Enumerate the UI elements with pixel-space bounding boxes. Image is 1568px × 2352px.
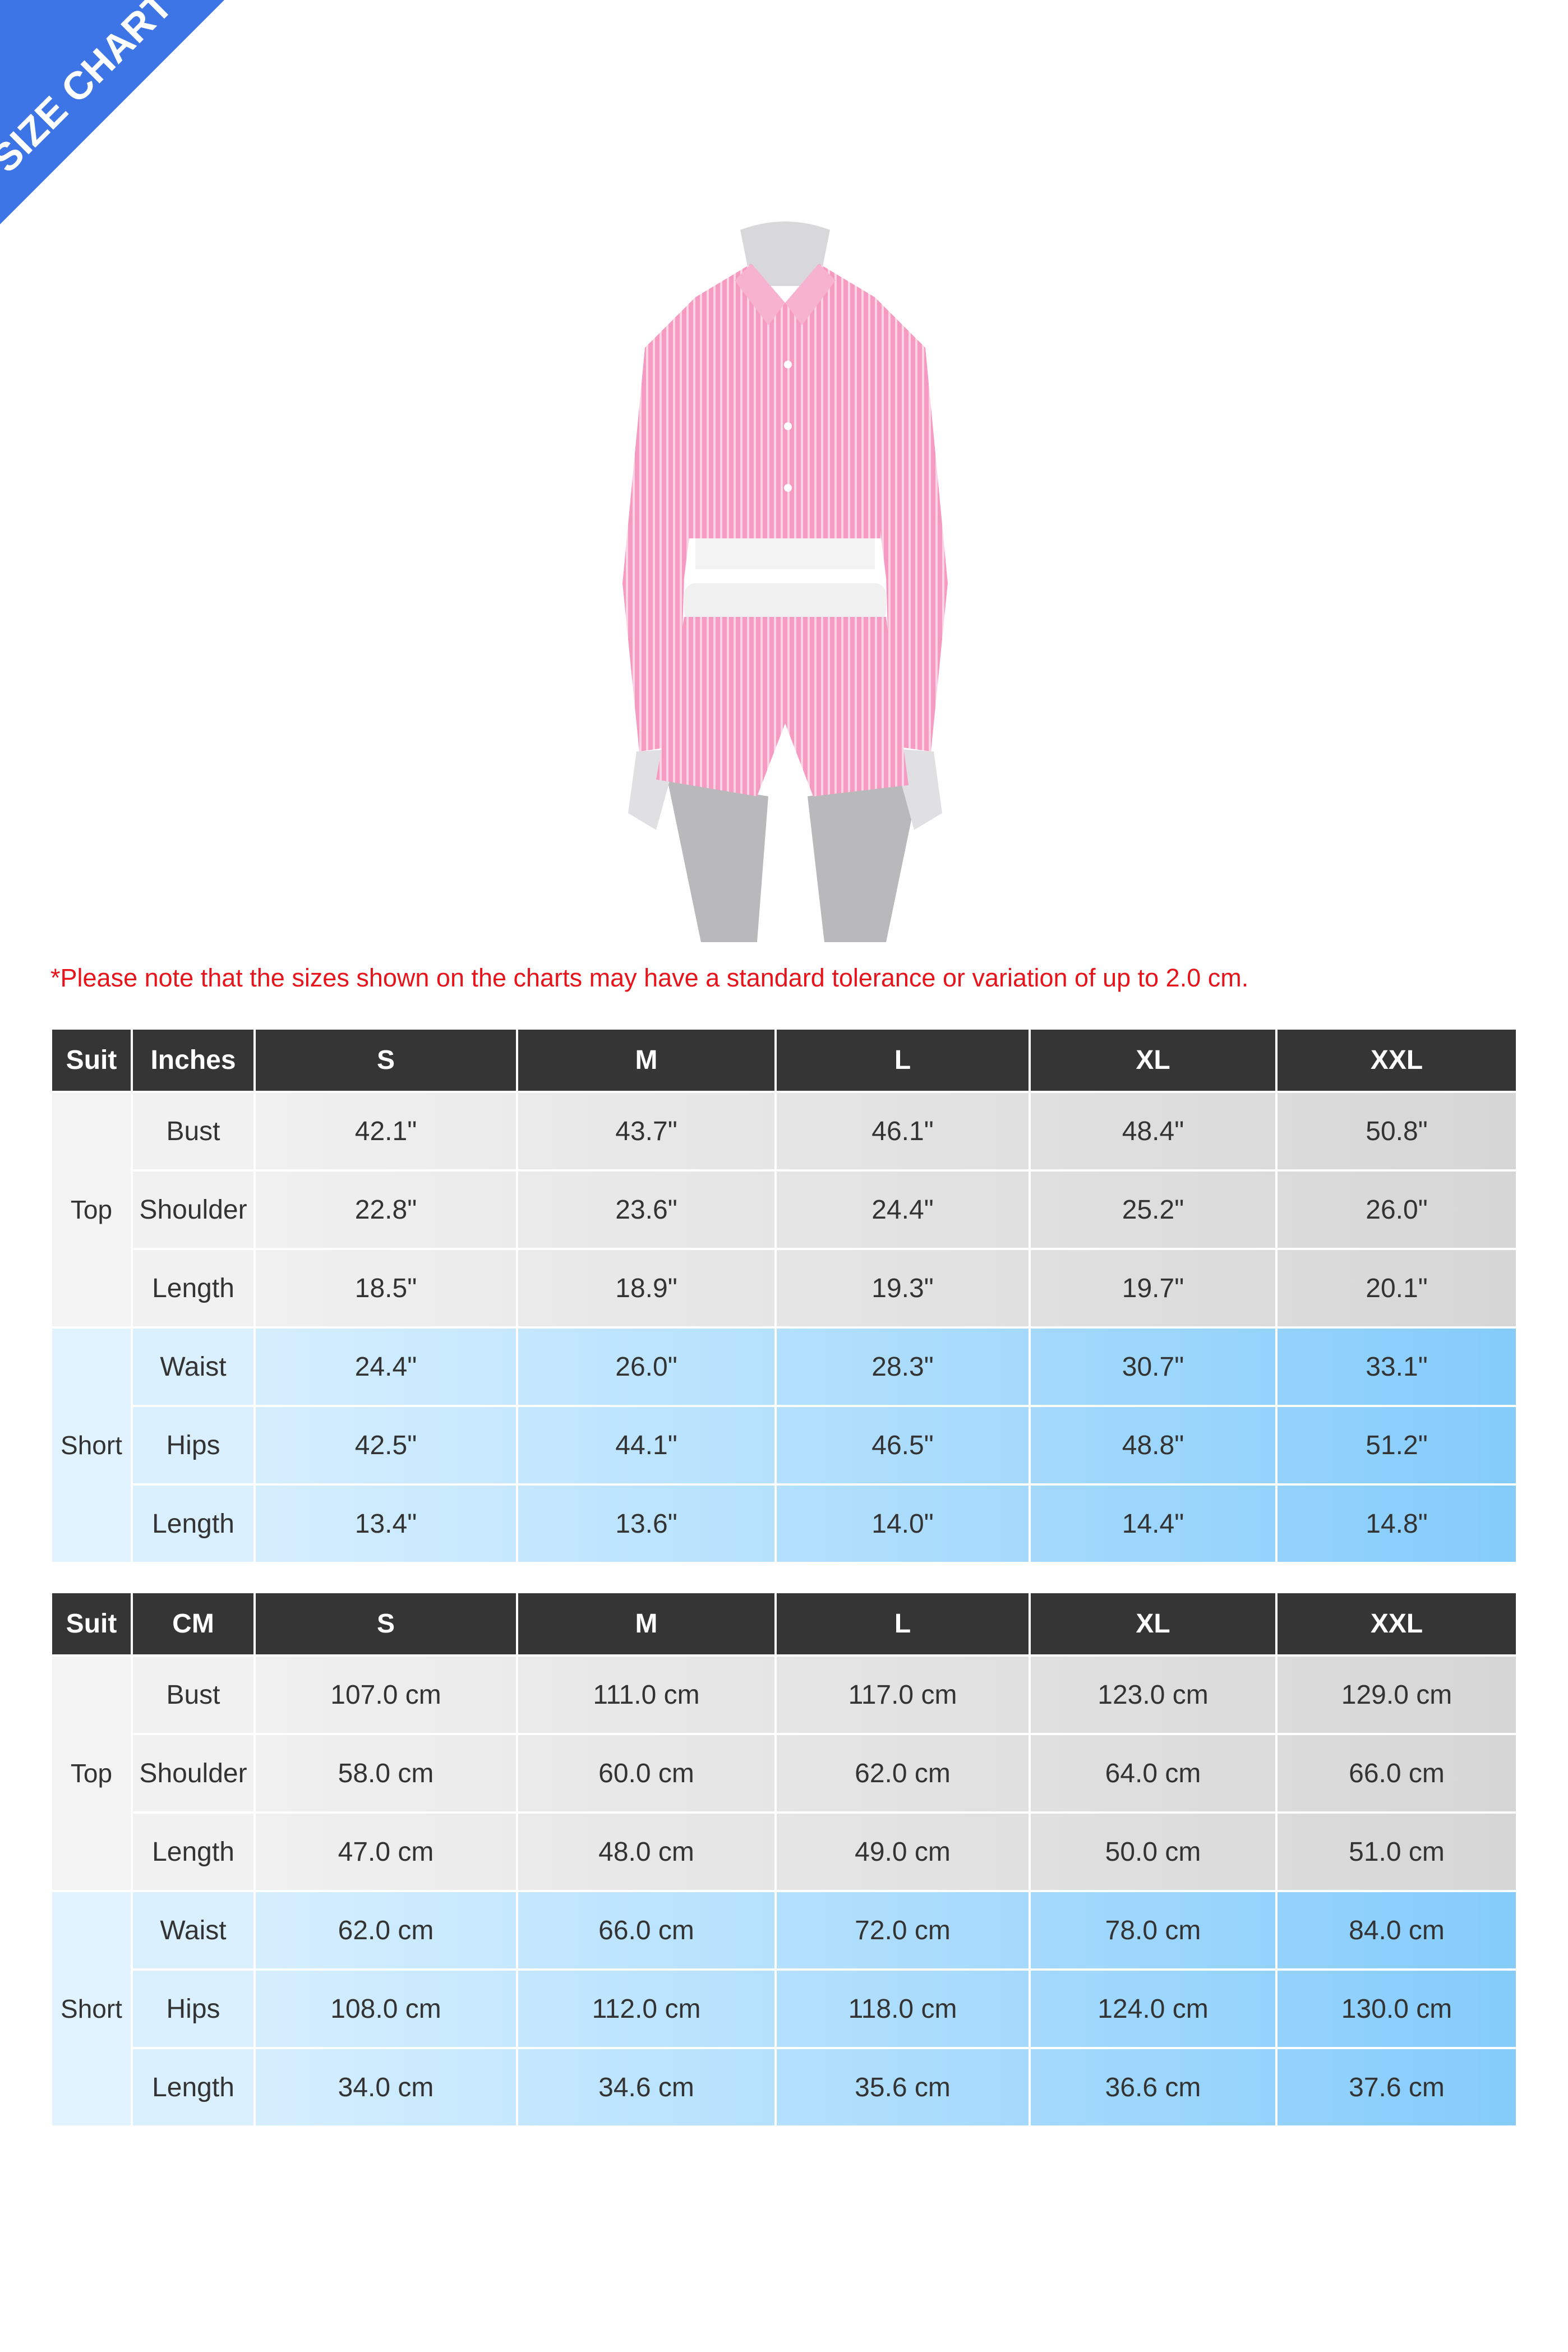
measurement-value: 47.0 cm (256, 1814, 516, 1890)
measurement-value: 129.0 cm (1278, 1657, 1516, 1733)
measurement-value: 62.0 cm (256, 1892, 516, 1968)
measurement-value: 48.8" (1031, 1407, 1275, 1483)
measurement-label: Shoulder (133, 1172, 253, 1248)
measurement-value: 18.5" (256, 1250, 516, 1326)
measurement-label: Length (133, 1250, 253, 1326)
column-header: S (256, 1030, 516, 1091)
measurement-value: 117.0 cm (777, 1657, 1029, 1733)
measurement-value: 130.0 cm (1278, 1971, 1516, 2047)
measurement-label: Waist (133, 1329, 253, 1405)
size-table-cm: Suit CM S M L XL XXL Top Bust 107.0 cm 111.0 cm 117… (52, 1593, 1516, 2125)
measurement-value: 13.6" (518, 1486, 774, 1562)
size-chart-banner: SIZE CHART (0, 0, 224, 224)
measurement-value: 22.8" (256, 1172, 516, 1248)
product-photo (622, 222, 948, 942)
measurement-value: 124.0 cm (1031, 1971, 1275, 2047)
measurement-value: 35.6 cm (777, 2049, 1029, 2125)
measurement-value: 34.0 cm (256, 2049, 516, 2125)
measurement-value: 49.0 cm (777, 1814, 1029, 1890)
measurement-value: 123.0 cm (1031, 1657, 1275, 1733)
measurement-value: 44.1" (518, 1407, 774, 1483)
measurement-value: 18.9" (518, 1250, 774, 1326)
column-header: Suit (52, 1593, 131, 1654)
measurement-value: 64.0 cm (1031, 1735, 1275, 1811)
column-header: XL (1031, 1030, 1275, 1091)
measurement-value: 51.2" (1278, 1407, 1516, 1483)
measurement-label: Waist (133, 1892, 253, 1968)
measurement-value: 72.0 cm (777, 1892, 1029, 1968)
column-header: M (518, 1030, 774, 1091)
measurement-value: 78.0 cm (1031, 1892, 1275, 1968)
measurement-value: 62.0 cm (777, 1735, 1029, 1811)
column-header: Inches (133, 1030, 253, 1091)
measurement-label: Shoulder (133, 1735, 253, 1811)
measurement-value: 13.4" (256, 1486, 516, 1562)
measurement-value: 58.0 cm (256, 1735, 516, 1811)
measurement-value: 14.4" (1031, 1486, 1275, 1562)
measurement-label: Hips (133, 1407, 253, 1483)
measurement-label: Hips (133, 1971, 253, 2047)
measurement-value: 107.0 cm (256, 1657, 516, 1733)
measurement-value: 50.8" (1278, 1093, 1516, 1169)
measurement-value: 42.5" (256, 1407, 516, 1483)
measurement-value: 28.3" (777, 1329, 1029, 1405)
group-label: Short (52, 1329, 131, 1562)
measurement-value: 23.6" (518, 1172, 774, 1248)
measurement-value: 37.6 cm (1278, 2049, 1516, 2125)
measurement-value: 24.4" (777, 1172, 1029, 1248)
column-header: CM (133, 1593, 253, 1654)
measurement-value: 26.0" (1278, 1172, 1516, 1248)
measurement-value: 43.7" (518, 1093, 774, 1169)
measurement-label: Bust (133, 1093, 253, 1169)
measurement-value: 84.0 cm (1278, 1892, 1516, 1968)
measurement-value: 36.6 cm (1031, 2049, 1275, 2125)
measurement-label: Bust (133, 1657, 253, 1733)
measurement-value: 19.3" (777, 1250, 1029, 1326)
measurement-value: 30.7" (1031, 1329, 1275, 1405)
measurement-label: Length (133, 2049, 253, 2125)
measurement-value: 25.2" (1031, 1172, 1275, 1248)
measurement-value: 51.0 cm (1278, 1814, 1516, 1890)
measurement-value: 112.0 cm (518, 1971, 774, 2047)
measurement-value: 26.0" (518, 1329, 774, 1405)
measurement-value: 48.0 cm (518, 1814, 774, 1890)
measurement-value: 66.0 cm (1278, 1735, 1516, 1811)
column-header: XL (1031, 1593, 1275, 1654)
measurement-value: 118.0 cm (777, 1971, 1029, 2047)
group-label: Top (52, 1657, 131, 1890)
measurement-value: 111.0 cm (518, 1657, 774, 1733)
measurement-value: 108.0 cm (256, 1971, 516, 2047)
measurement-value: 46.1" (777, 1093, 1029, 1169)
measurement-value: 14.8" (1278, 1486, 1516, 1562)
measurement-value: 14.0" (777, 1486, 1029, 1562)
measurement-value: 42.1" (256, 1093, 516, 1169)
column-header: M (518, 1593, 774, 1654)
tolerance-note: *Please note that the sizes shown on the… (50, 963, 1249, 992)
measurement-value: 48.4" (1031, 1093, 1275, 1169)
measurement-value: 60.0 cm (518, 1735, 774, 1811)
measurement-value: 46.5" (777, 1407, 1029, 1483)
column-header: XXL (1278, 1030, 1516, 1091)
measurement-label: Length (133, 1486, 253, 1562)
measurement-value: 66.0 cm (518, 1892, 774, 1968)
column-header: L (777, 1030, 1029, 1091)
column-header: Suit (52, 1030, 131, 1091)
group-label: Top (52, 1093, 131, 1326)
group-label: Short (52, 1892, 131, 2125)
measurement-value: 19.7" (1031, 1250, 1275, 1326)
column-header: XXL (1278, 1593, 1516, 1654)
measurement-value: 20.1" (1278, 1250, 1516, 1326)
measurement-value: 24.4" (256, 1329, 516, 1405)
column-header: S (256, 1593, 516, 1654)
measurement-value: 34.6 cm (518, 2049, 774, 2125)
measurement-value: 33.1" (1278, 1329, 1516, 1405)
measurement-label: Length (133, 1814, 253, 1890)
measurement-value: 50.0 cm (1031, 1814, 1275, 1890)
size-table-inches: Suit Inches S M L XL XXL Top Bust 42.1" 43.7" 46.1"… (52, 1030, 1516, 1562)
column-header: L (777, 1593, 1029, 1654)
